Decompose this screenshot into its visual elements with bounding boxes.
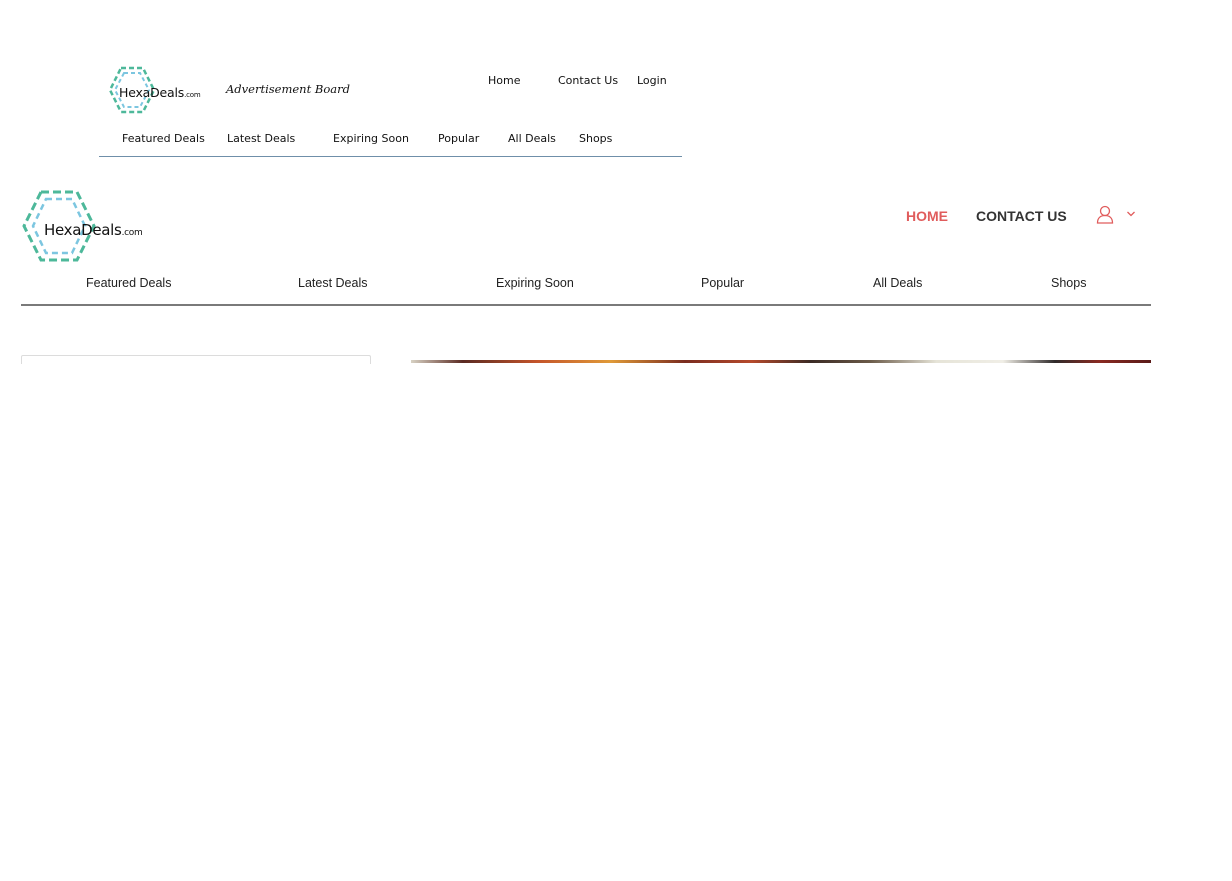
cat-shops[interactable]: Shops (1051, 276, 1087, 290)
mockup-nav-contact[interactable]: Contact Us (558, 74, 619, 87)
user-icon[interactable] (1096, 205, 1114, 225)
mockup-nav-home[interactable]: Home (488, 74, 521, 87)
cat-popular[interactable]: Popular (701, 276, 745, 290)
mockup-cat-featured[interactable]: Featured Deals (122, 132, 205, 145)
chevron-down-icon[interactable] (1126, 210, 1136, 218)
mockup-cat-popular[interactable]: Popular (438, 132, 480, 145)
site-logo-text: HexaDeals.com (44, 221, 143, 239)
mockup-tagline: Advertisement Board (226, 82, 350, 96)
cat-all-deals[interactable]: All Deals (873, 276, 923, 290)
nav-contact-us[interactable]: CONTACT US (976, 208, 1067, 224)
mockup-logo-text: HexaDeals.com (119, 85, 201, 100)
nav-home[interactable]: HOME (906, 208, 948, 224)
site-header: HexaDeals.com HOME CONTACT US Featured D… (21, 186, 1151, 306)
mockup-logo[interactable]: HexaDeals.com (107, 65, 205, 115)
hero-image[interactable] (411, 355, 1151, 363)
sidebar-panel (21, 355, 371, 364)
cat-featured-deals[interactable]: Featured Deals (86, 276, 172, 290)
mockup-header: HexaDeals.com Advertisement Board Home C… (99, 62, 682, 157)
cat-expiring-soon[interactable]: Expiring Soon (496, 276, 574, 290)
mockup-cat-expiring[interactable]: Expiring Soon (333, 132, 409, 145)
cat-latest-deals[interactable]: Latest Deals (298, 276, 368, 290)
mockup-cat-shops[interactable]: Shops (579, 132, 613, 145)
mockup-cat-all[interactable]: All Deals (508, 132, 556, 145)
hexagon-logo-icon (108, 66, 156, 114)
hexagon-logo-icon (22, 190, 96, 262)
mockup-cat-latest[interactable]: Latest Deals (227, 132, 296, 145)
mockup-nav-login[interactable]: Login (637, 74, 667, 87)
site-logo[interactable]: HexaDeals.com (21, 189, 151, 263)
